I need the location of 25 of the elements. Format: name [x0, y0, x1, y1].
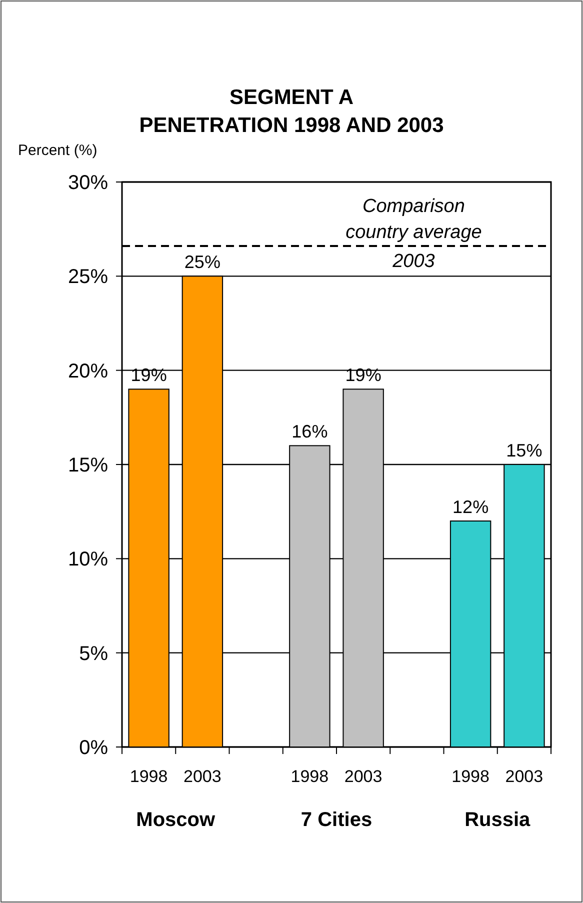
y-tick-label: 25% — [68, 266, 108, 288]
x-tick-label: 2003 — [344, 767, 382, 786]
data-label: 25% — [184, 252, 220, 272]
text: 7 Cities — [300, 809, 372, 831]
x-tick-label: 2003 — [505, 767, 544, 786]
y-tick-label: 15% — [68, 454, 108, 476]
x-tick-label: 2003 — [184, 767, 222, 786]
chart-title: SEGMENT A PENETRATION 1998 AND 2003 — [139, 86, 444, 137]
x-tick-label: 1998 — [130, 767, 168, 786]
data-label: 16% — [292, 422, 328, 442]
y-tick-label: 0% — [79, 737, 108, 759]
x-tick-label: 1998 — [290, 767, 329, 786]
x-tick-label: 1998 — [452, 767, 490, 786]
y-tick-label: 30% — [68, 172, 108, 194]
y-tick-label: 10% — [68, 548, 108, 571]
y-tick-label: 20% — [68, 360, 108, 382]
text: Russia — [464, 809, 532, 831]
ref-line-label: Comparison country average 2003 — [346, 196, 482, 272]
data-label: 12% — [452, 497, 489, 517]
y-axis-title: Percent (%) — [18, 142, 98, 159]
y-tick-label: 5% — [79, 642, 108, 665]
data-label: 19% — [345, 365, 382, 386]
data-label: 15% — [506, 440, 542, 460]
text: Moscow — [136, 809, 216, 831]
data-label: 19% — [130, 365, 167, 386]
